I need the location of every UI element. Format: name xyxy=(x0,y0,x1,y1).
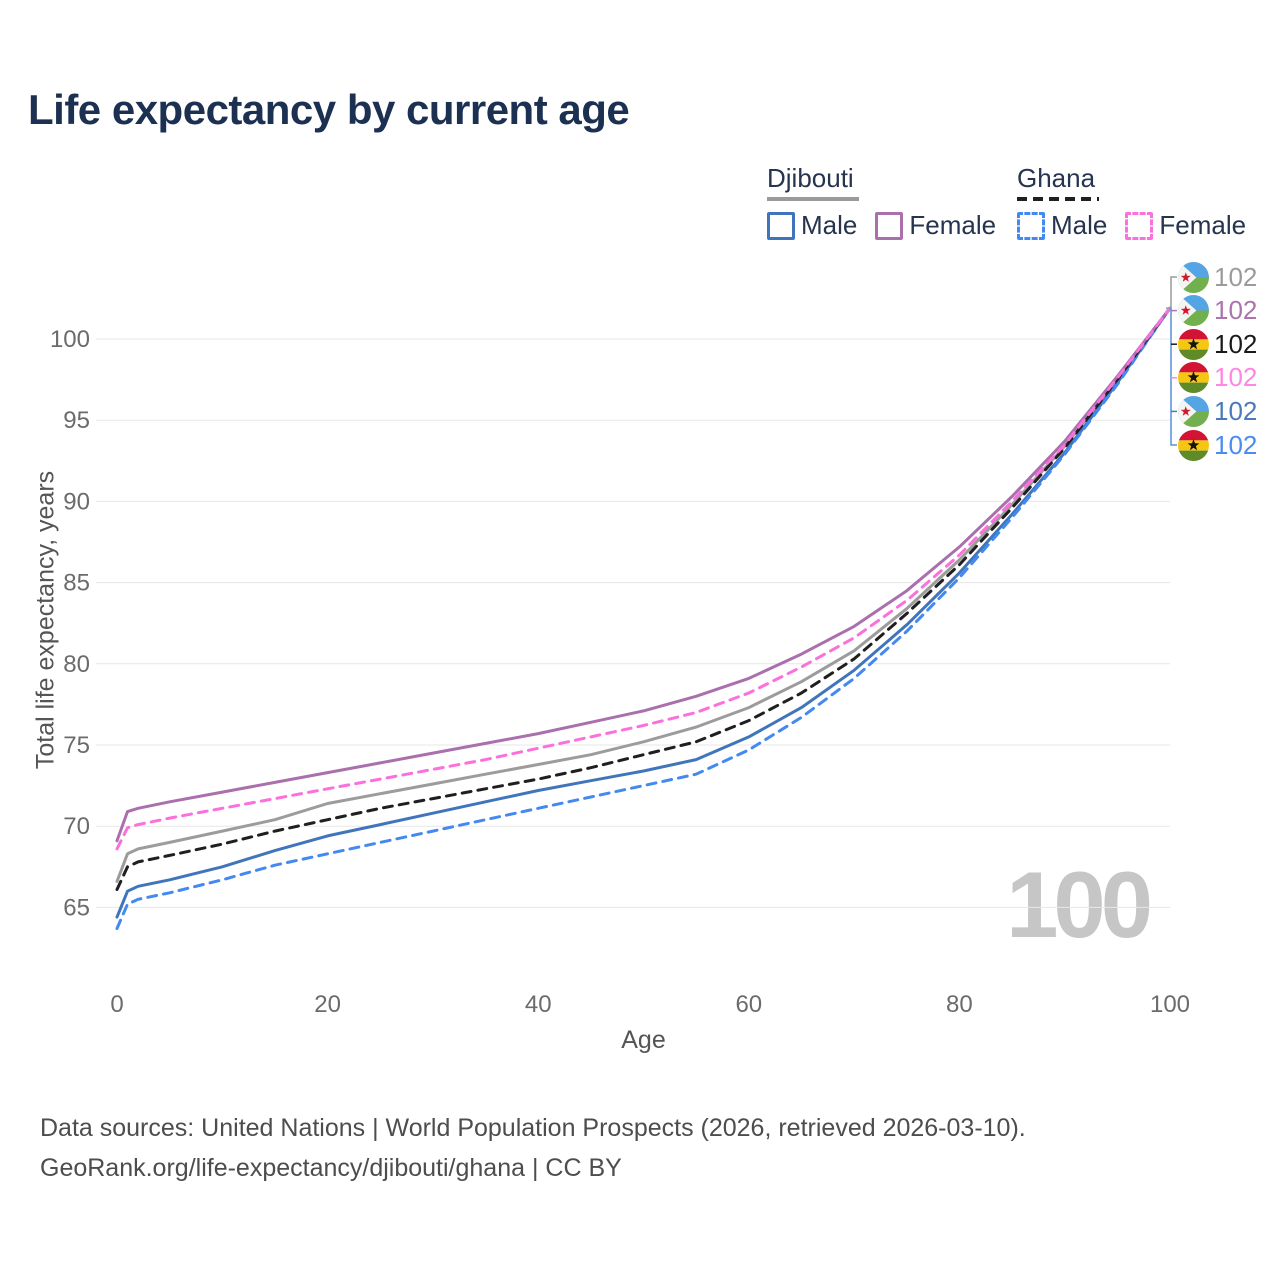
end-label-value: 102 xyxy=(1214,362,1258,393)
leader-males xyxy=(1170,308,1177,446)
legend-swatch-djibouti-male xyxy=(767,211,795,240)
line-ghana-male[interactable] xyxy=(115,306,1172,930)
y-tick-label-85: 85 xyxy=(63,570,90,597)
page-title: Life expectancy by current age xyxy=(28,86,630,133)
legend-item-label: Female xyxy=(909,210,997,240)
y-tick-label-65: 65 xyxy=(63,894,90,921)
legend-line-style-dashed xyxy=(1017,197,1099,201)
line-ghana[interactable] xyxy=(115,306,1172,891)
line-ghana-female[interactable] xyxy=(115,306,1172,851)
legend-swatch-ghana-male xyxy=(1017,211,1045,240)
age-watermark: 100 xyxy=(1006,852,1153,957)
legend-group-djibouti: Djibouti Male Female xyxy=(767,163,996,241)
legend-swatch-djibouti-female xyxy=(875,211,904,240)
end-label-value: 102 xyxy=(1214,295,1258,326)
end-label-djibouti-male: 102 xyxy=(1178,395,1258,427)
end-label-ghana-male: 102 xyxy=(1178,429,1258,461)
citation-line: GeoRank.org/life-expectancy/djibouti/gha… xyxy=(40,1154,622,1182)
end-label-value: 102 xyxy=(1214,328,1258,359)
legend-item-ghana-male[interactable]: Male xyxy=(1017,210,1107,241)
djibouti-flag-icon xyxy=(1178,395,1209,427)
legend-item-ghana-female[interactable]: Female xyxy=(1125,210,1246,241)
y-tick-label-70: 70 xyxy=(63,813,90,840)
end-label-djibouti-female: 102 xyxy=(1178,295,1258,327)
djibouti-flag-icon xyxy=(1178,261,1209,293)
line-djibouti-female[interactable] xyxy=(115,306,1172,843)
legend-item-djibouti-male[interactable]: Male xyxy=(767,210,857,241)
x-tick-label-20: 20 xyxy=(314,991,341,1018)
footer-source-note: Data sources: United Nations | World Pop… xyxy=(40,1108,1026,1188)
legend-item-label: Female xyxy=(1159,210,1247,240)
end-label-ghana: 102 xyxy=(1178,328,1258,360)
legend-group-ghana: Ghana Male Female xyxy=(1017,163,1246,241)
end-label-ghana-female: 102 xyxy=(1178,362,1258,394)
legend-item-djibouti-female[interactable]: Female xyxy=(875,210,996,241)
line-djibouti[interactable] xyxy=(115,306,1172,883)
x-tick-label-80: 80 xyxy=(946,991,973,1018)
y-tick-label-75: 75 xyxy=(63,732,90,759)
x-tick-label-40: 40 xyxy=(525,991,552,1018)
legend-line-style-solid xyxy=(767,197,859,201)
legend-item-label: Male xyxy=(1051,210,1108,240)
x-axis-title: Age xyxy=(621,1026,665,1054)
y-tick-label-100: 100 xyxy=(50,326,90,353)
leader-djibouti xyxy=(1166,276,1177,309)
y-axis-title: Total life expectancy, years xyxy=(31,470,60,770)
legend-country-label[interactable]: Ghana xyxy=(1017,163,1096,193)
ghana-flag-icon xyxy=(1178,362,1209,394)
ghana-flag-icon xyxy=(1178,429,1209,461)
legend-item-label: Male xyxy=(801,210,858,240)
end-label-value: 102 xyxy=(1214,261,1258,292)
x-tick-label-60: 60 xyxy=(735,991,762,1018)
end-label-value: 102 xyxy=(1214,395,1258,426)
data-sources-line: Data sources: United Nations | World Pop… xyxy=(40,1114,1026,1142)
legend-country-label[interactable]: Djibouti xyxy=(767,163,854,193)
x-tick-label-100: 100 xyxy=(1150,991,1190,1018)
ghana-flag-icon xyxy=(1178,328,1209,360)
y-tick-label-90: 90 xyxy=(63,488,90,515)
line-djibouti-male[interactable] xyxy=(115,306,1172,919)
end-label-value: 102 xyxy=(1214,429,1258,460)
x-tick-label-0: 0 xyxy=(110,991,123,1018)
djibouti-flag-icon xyxy=(1178,295,1209,327)
end-label-djibouti: 102 xyxy=(1178,261,1258,293)
legend-swatch-ghana-female xyxy=(1125,211,1154,240)
y-tick-label-95: 95 xyxy=(63,407,90,434)
y-tick-label-80: 80 xyxy=(63,651,90,678)
